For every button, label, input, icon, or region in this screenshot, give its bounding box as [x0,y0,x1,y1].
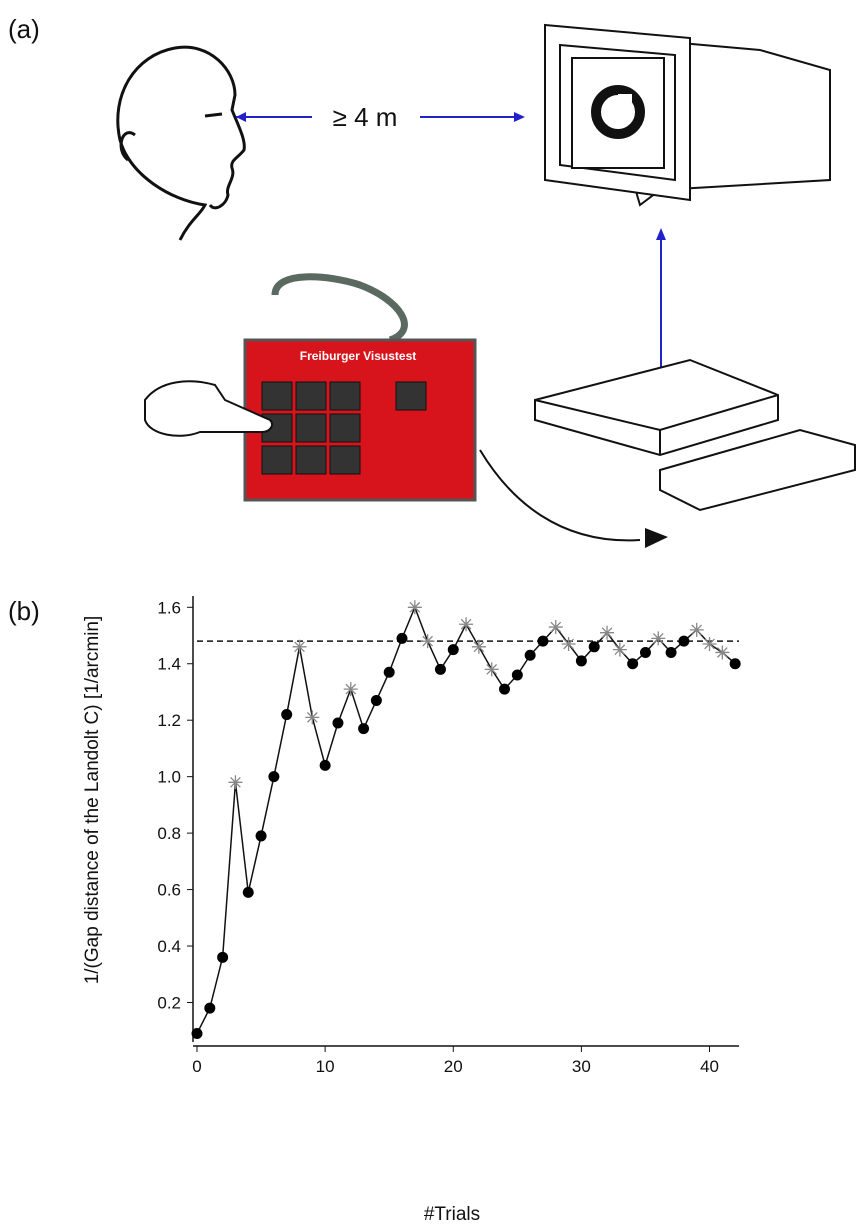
point [448,644,459,655]
point [690,623,704,637]
point [204,1003,215,1014]
x-tick-label: 30 [572,1057,591,1076]
point [537,636,548,647]
point [459,617,473,631]
cable-arrow [480,450,640,540]
point [730,658,741,669]
keypad-label: Freiburger Visustest [300,349,416,363]
arrow-head [645,528,668,548]
point [640,647,651,658]
point [217,952,228,963]
point [499,684,510,695]
point [371,695,382,706]
point [320,760,331,771]
x-tick-label: 40 [700,1057,719,1076]
point [589,641,600,652]
point [408,600,422,614]
y-tick-label: 1.0 [157,768,181,787]
point [512,670,523,681]
y-tick-label: 1.4 [157,655,181,674]
point [678,636,689,647]
y-tick-label: 1.2 [157,711,181,730]
monitor-drawing [545,25,830,205]
y-tick-label: 1.6 [157,598,181,617]
point [627,658,638,669]
panel-label: (a) [8,14,40,44]
point [332,718,343,729]
point [358,723,369,734]
arrow-head [514,112,525,122]
point [268,771,279,782]
computer-drawing [535,360,855,510]
point [472,640,486,654]
point [397,633,408,644]
y-tick-label: 0.2 [157,993,181,1012]
point [228,775,242,789]
y-tick-label: 0.8 [157,824,181,843]
trial-line [197,607,735,1033]
point [281,709,292,720]
point [293,640,307,654]
x-tick-label: 0 [192,1057,201,1076]
figure: (a) ≥ 4 m Freiburger Visustest (b) #Tria… [0,0,857,1224]
y-tick-label: 0.6 [157,881,181,900]
panel-label: (b) [8,596,40,626]
y-tick-label: 0.4 [157,937,181,956]
point [344,682,358,696]
point [525,650,536,661]
cable [275,277,404,340]
point [435,664,446,675]
distance-label: ≥ 4 m [333,102,398,132]
point [421,634,435,648]
point [715,645,729,659]
arrow-head [656,228,666,240]
point [384,667,395,678]
point [562,637,576,651]
x-tick-label: 10 [316,1057,335,1076]
point [192,1028,203,1039]
point [305,710,319,724]
point [666,647,677,658]
x-axis-label: #Trials [424,1204,480,1224]
point [485,662,499,676]
y-axis-label: 1/(Gap distance of the Landolt C) [1/arc… [82,616,103,985]
point [576,655,587,666]
x-tick-label: 20 [444,1057,463,1076]
point [256,830,267,841]
point [243,887,254,898]
head-drawing [118,47,245,240]
